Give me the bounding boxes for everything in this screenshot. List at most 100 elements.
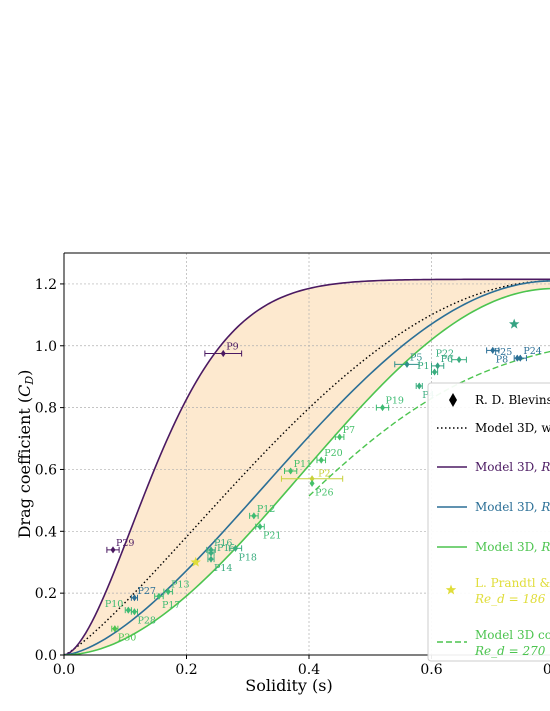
diamond-marker <box>337 433 343 441</box>
point-label: P8 <box>496 354 508 365</box>
point-label: P16 <box>214 538 232 549</box>
diamond-marker <box>432 368 438 376</box>
model-3d-purple-curve <box>64 278 550 655</box>
data-point-p29: P29 <box>106 538 134 554</box>
diamond-marker <box>131 608 137 616</box>
data-point-p7: P7 <box>334 425 355 441</box>
data-point-p27: P27 <box>130 586 156 602</box>
diamond-marker <box>257 523 263 531</box>
point-label: P28 <box>137 616 155 627</box>
legend-entry: L. Prandtl & C Re_d = 186 − <box>445 576 550 606</box>
point-label: P5 <box>410 352 422 363</box>
point-label: P6 <box>441 354 453 365</box>
point-label: P24 <box>523 346 541 357</box>
legend-entry: Model 3D, wi <box>437 421 550 435</box>
model-3d-teal-curve <box>64 280 550 655</box>
data-point-p11: P11 <box>284 459 312 475</box>
point-label: P9 <box>226 342 238 353</box>
point-label: P15 <box>217 543 235 554</box>
diamond-marker <box>380 404 385 412</box>
point-label: P21 <box>263 531 281 542</box>
point-label: P26 <box>315 487 333 498</box>
y-tick-label: 0.6 <box>35 462 57 478</box>
diamond-marker <box>208 549 214 557</box>
point-label: P25 <box>494 347 512 358</box>
data-point-p18: P18 <box>228 544 257 563</box>
data-point-p28: P28 <box>130 608 156 627</box>
point-label: P20 <box>324 448 342 459</box>
data-point-p8: P8 <box>486 346 508 365</box>
legend-label: Model 3D, Re <box>475 540 550 554</box>
y-tick-label: 1.0 <box>35 339 57 355</box>
legend-entry: Model 3D co Re_d = 270 <box>437 628 550 658</box>
data-point-p24: P24 <box>513 346 542 362</box>
y-axis-label: Drag coefficient (CD) <box>15 370 36 539</box>
legend-entry: Model 3D, Re <box>437 460 550 474</box>
data-point-p19: P19 <box>375 396 404 412</box>
model-3d-dotted-curve <box>64 280 550 655</box>
diamond-marker <box>156 592 162 600</box>
data-point-p14: P14 <box>207 555 232 574</box>
diamond-marker <box>309 479 315 487</box>
diamond-marker <box>131 594 137 602</box>
legend-label: R. D. Blevins <box>475 393 550 407</box>
point-label: P12 <box>257 504 275 515</box>
legend-label: L. Prandtl & C <box>475 576 550 590</box>
data-points: P9P29P5P6P22P8P24P25P1P4P19P7P20P11P2P26… <box>105 318 542 644</box>
data-point-p21: P21 <box>255 523 281 542</box>
diamond-marker <box>416 382 422 390</box>
diamond-marker <box>208 555 214 563</box>
point-label: P22 <box>436 349 454 360</box>
point-label: P14 <box>214 563 232 574</box>
legend-sublabel: Re_d = 270 <box>474 644 546 658</box>
star-marker <box>190 556 201 567</box>
legend-label: Model 3D, Re <box>475 460 550 474</box>
data-point-p22: P22 <box>436 349 467 364</box>
legend-star-marker <box>445 584 457 595</box>
x-axis-label: Solidity (s) <box>245 676 332 695</box>
y-tick-label: 0.4 <box>35 524 57 540</box>
data-point-p25: P25 <box>494 347 520 362</box>
point-label: P17 <box>162 600 180 611</box>
y-tick-label: 0.8 <box>35 401 57 417</box>
diamond-marker <box>110 546 116 554</box>
data-point-p20: P20 <box>316 448 343 464</box>
data-point-p10: P10 <box>105 599 132 614</box>
diamond-marker <box>514 354 520 362</box>
legend-entry: Model 3D, Re <box>437 500 550 514</box>
diamond-marker <box>125 606 131 614</box>
y-tick-label: 1.2 <box>35 277 57 293</box>
diamond-marker <box>435 362 441 370</box>
x-tick-label: 0.6 <box>420 662 442 678</box>
model-3d-green-curve <box>64 287 550 655</box>
y-tick-label: 0.0 <box>35 648 57 664</box>
diamond-marker <box>112 625 118 633</box>
diamond-marker <box>233 544 238 552</box>
point-label: P29 <box>116 538 134 549</box>
point-label: P27 <box>137 586 155 597</box>
legend-label: Model 3D, wi <box>475 421 550 435</box>
tick-labels: 0.0 0.2 0.4 0.6 0.8 0.0 0.2 0.4 0.6 0.8 1.0 1.2 <box>35 277 550 678</box>
legend-entry: Model 3D, Re <box>437 540 550 554</box>
legend-diamond-marker <box>449 393 457 407</box>
legend-box <box>427 382 550 662</box>
data-point-p12: P12 <box>249 504 275 520</box>
diamond-marker <box>251 512 257 520</box>
point-label: P7 <box>343 425 355 436</box>
diamond-marker <box>309 475 315 483</box>
point-label: P18 <box>239 552 257 563</box>
diamond-marker <box>318 456 324 464</box>
data-point-p15: P15 <box>207 543 235 557</box>
star-marker <box>508 318 520 329</box>
diamond-marker <box>490 346 496 354</box>
point-label: P1 <box>417 361 429 372</box>
data-point-p1: P1 <box>417 361 439 376</box>
diamond-marker <box>456 356 462 364</box>
model-curves <box>64 278 550 655</box>
legend-label: Model 3D, Re <box>475 500 550 514</box>
diamond-marker <box>288 467 294 475</box>
x-tick-label: 0.4 <box>298 662 320 678</box>
legend-entry: R. D. Blevins <box>449 393 550 407</box>
data-point-p5: P5 <box>394 352 422 368</box>
